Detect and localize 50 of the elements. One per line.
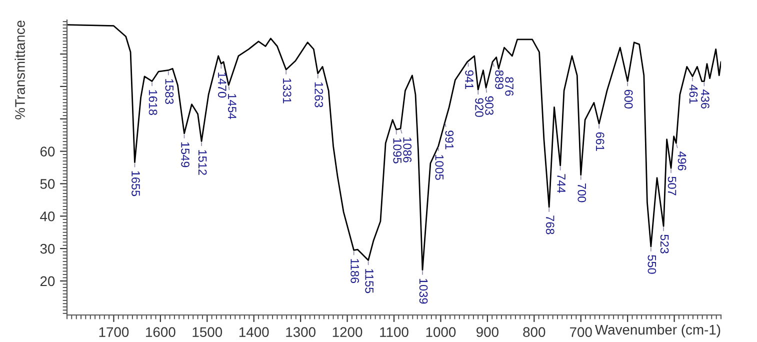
annotation: 1086	[403, 138, 412, 162]
annotation: 768	[546, 216, 554, 234]
x-tick-label: 900	[476, 327, 498, 338]
annotation: 1095	[393, 138, 402, 164]
annotation: 1331	[282, 78, 292, 104]
annotation: 1583	[165, 79, 174, 104]
y-axis-title: %Transmittance	[14, 20, 25, 120]
annotation: 461	[689, 84, 698, 104]
annotation: 1155	[365, 269, 374, 294]
x-tick-label: 1000	[426, 327, 456, 338]
annotation: 600	[624, 90, 633, 109]
x-axis-title: Wavenumber (cm-1)	[595, 324, 720, 338]
x-tick-label: 1400	[239, 327, 269, 338]
annotation: 744	[557, 174, 566, 193]
annotation: 1005	[435, 155, 444, 180]
annotation: 496	[678, 151, 686, 170]
y-tick-label: 30	[40, 244, 55, 254]
annotation: 523	[660, 234, 669, 254]
x-tick-label: 1500	[192, 327, 222, 338]
y-tick-label: 40	[40, 211, 55, 222]
x-tick-label: 700	[570, 327, 592, 338]
x-tick-label: 1700	[99, 327, 129, 338]
x-tick-label: 1200	[332, 327, 362, 338]
y-tick-label: 60	[40, 146, 55, 156]
annotation: 436	[701, 90, 710, 108]
x-tick-label: 1100	[380, 327, 408, 338]
annotation: 903	[485, 96, 494, 115]
annotation: 889	[495, 70, 504, 89]
annotation: 1263	[314, 82, 324, 108]
annotation: 920	[475, 98, 484, 117]
annotation: 1186	[350, 259, 360, 284]
annotation: 1618	[148, 90, 158, 116]
annotation: 941	[465, 70, 474, 89]
x-tick-label: 800	[523, 327, 546, 338]
x-tick-label: 1300	[286, 327, 316, 338]
annotation: 507	[668, 176, 676, 196]
annotation: 1512	[198, 150, 207, 175]
annotation: 700	[578, 184, 586, 202]
y-tick-label: 20	[40, 276, 55, 286]
annotation: 991	[445, 130, 454, 150]
x-tick-label: 1600	[146, 327, 176, 338]
annotation: 550	[648, 255, 656, 274]
annotation: 1549	[181, 142, 190, 168]
annotation: 661	[596, 132, 604, 151]
annotation: 876	[505, 77, 514, 96]
annotation: 1655	[132, 171, 140, 196]
y-tick-label: 50	[40, 179, 55, 189]
annotation: 1470	[218, 72, 226, 98]
annotation: 1039	[419, 278, 428, 304]
annotation: 1454	[228, 94, 236, 120]
